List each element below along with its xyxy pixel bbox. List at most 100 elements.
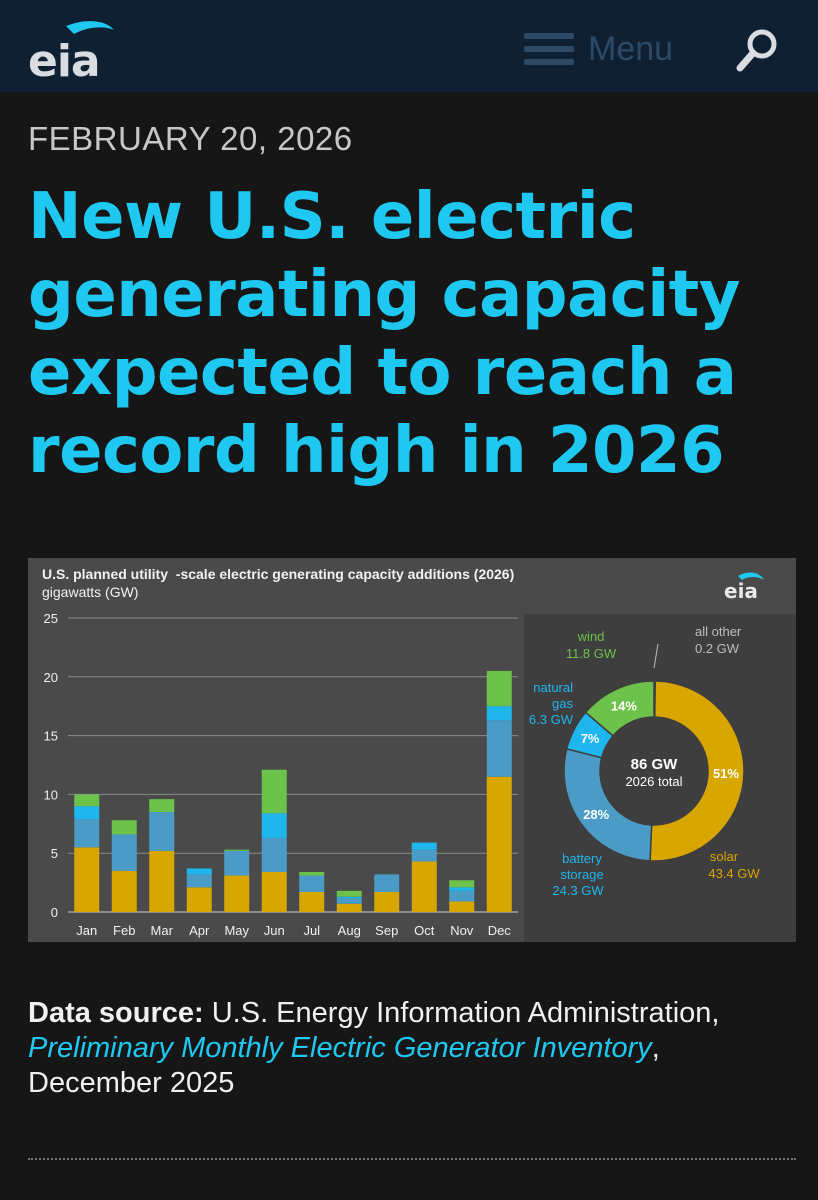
donut-center-label: 2026 total [625, 774, 682, 789]
x-tick-label: Jan [76, 923, 97, 938]
chart-figure: U.S. planned utility -scale electric gen… [28, 558, 796, 942]
search-icon[interactable] [734, 26, 782, 74]
bar-segment-solar [449, 901, 475, 912]
x-tick-label: Jul [303, 923, 320, 938]
donut-percent-label: 51% [713, 766, 739, 781]
logo-swoosh-icon [66, 21, 114, 34]
bar-segment-wind [111, 820, 137, 835]
bar-segment-solar [74, 847, 100, 912]
source-link[interactable]: Preliminary Monthly Electric Generator I… [28, 1032, 652, 1064]
source-date: , December 2025 [28, 1032, 660, 1099]
y-tick-label: 20 [44, 670, 58, 685]
bar-segment-solar [111, 870, 137, 912]
source-text: U.S. Energy Information Administration, [203, 997, 720, 1029]
y-tick-label: 0 [51, 905, 58, 920]
donut-slice-battery-storage [563, 747, 653, 862]
bar-segment-natural-gas [486, 706, 512, 721]
chart-canvas: 0 5 10 15 20 25 Jan Feb Mar Apr May Jun Jul Aug Sep Oct… [44, 611, 761, 938]
x-tick-label: Jun [264, 923, 285, 938]
natural-gas-label: natural [533, 680, 573, 695]
bar-segment-solar [336, 903, 362, 912]
bar-segment-solar [486, 776, 512, 912]
article-headline: New U.S. electric generating capacity ex… [28, 180, 740, 488]
logo-text: eia [28, 36, 101, 87]
donut-percent-label: 14% [611, 699, 637, 714]
battery-storage-label: storage [560, 867, 603, 882]
menu-label: Menu [588, 29, 674, 68]
source-label: Data source: [28, 997, 204, 1029]
article-date: FEBRUARY 20, 2026 [28, 120, 353, 157]
bar-segment-battery-storage [224, 850, 250, 876]
bar-segment-natural-gas [261, 813, 287, 838]
bar-segment-battery-storage [261, 837, 287, 873]
bar-segment-solar [411, 861, 437, 912]
y-tick-label: 10 [44, 787, 58, 802]
bar-segment-wind [74, 794, 100, 807]
all-other-label: all other [695, 624, 742, 639]
donut-center-value: 86 GW [631, 756, 679, 773]
bar-segment-natural-gas [336, 896, 362, 898]
bar-segment-battery-storage [449, 890, 475, 902]
chart-eia-logo: eia [724, 572, 764, 602]
natural-gas-value-label: 6.3 GW [529, 712, 574, 727]
chart-title: U.S. planned utility -scale electric gen… [42, 566, 515, 582]
battery-storage-value-label: 24.3 GW [552, 883, 604, 898]
data-source-note: Data source: U.S. Energy Information Adm… [28, 996, 798, 1101]
section-divider [28, 1158, 796, 1160]
bar-segment-battery-storage [149, 812, 175, 851]
bar-segment-solar [261, 872, 287, 912]
top-nav-bar: eia Menu [0, 0, 818, 92]
menu-button[interactable]: Menu [524, 26, 673, 72]
solar-label: solar [710, 849, 739, 864]
x-tick-label: Nov [450, 923, 474, 938]
bar-segment-solar [224, 875, 250, 912]
donut-slice-wind [584, 680, 655, 737]
x-tick-label: Feb [113, 923, 135, 938]
wind-value-label: 11.8 GW [566, 646, 617, 661]
bar-segment-wind [224, 849, 250, 851]
bar-segment-solar [149, 850, 175, 912]
solar-value-label: 43.4 GW [708, 866, 760, 881]
donut-percent-label: 28% [583, 807, 609, 822]
wind-label: wind [577, 629, 605, 644]
y-tick-label: 5 [51, 846, 58, 861]
donut-percent-label: 7% [581, 731, 600, 746]
bar-segment-wind [449, 880, 475, 888]
y-tick-label: 25 [44, 611, 58, 626]
x-tick-label: Mar [151, 923, 174, 938]
bar-segment-battery-storage [374, 874, 400, 893]
bar-segment-battery-storage [411, 849, 437, 862]
all-other-value-label: 0.2 GW [695, 641, 740, 656]
chart-units-label: gigawatts (GW) [42, 584, 139, 600]
bar-segment-natural-gas [186, 868, 212, 875]
bar-segment-wind [336, 890, 362, 897]
bar-segment-battery-storage [186, 874, 212, 888]
bar-segment-wind [149, 799, 175, 813]
x-tick-label: Aug [338, 923, 361, 938]
bar-segment-battery-storage [336, 897, 362, 904]
bar-segment-wind [486, 670, 512, 707]
bar-segment-solar [299, 892, 325, 912]
bar-segment-battery-storage [486, 720, 512, 777]
all-other-leader-line [653, 643, 659, 669]
bar-segment-natural-gas [74, 806, 100, 820]
eia-logo[interactable]: eia [26, 16, 126, 87]
hamburger-icon [524, 31, 574, 67]
x-tick-label: Sep [375, 923, 398, 938]
bar-segment-battery-storage [299, 875, 325, 893]
x-tick-label: Dec [488, 923, 512, 938]
bar-segment-battery-storage [111, 834, 137, 871]
battery-storage-label: battery [562, 851, 602, 866]
donut-slice-solar [649, 680, 745, 862]
bar-segment-battery-storage [74, 819, 100, 848]
natural-gas-label: gas [552, 696, 573, 711]
bar-segment-natural-gas [411, 842, 437, 850]
bar-segment-natural-gas [449, 887, 475, 891]
chart-logo-text: eia [724, 579, 758, 602]
bar-segment-wind [261, 769, 287, 814]
bar-segment-solar [374, 892, 400, 912]
bar-segment-wind [299, 872, 325, 876]
bar-segment-solar [186, 887, 212, 912]
x-tick-label: Apr [189, 923, 210, 938]
y-tick-label: 15 [44, 729, 58, 744]
